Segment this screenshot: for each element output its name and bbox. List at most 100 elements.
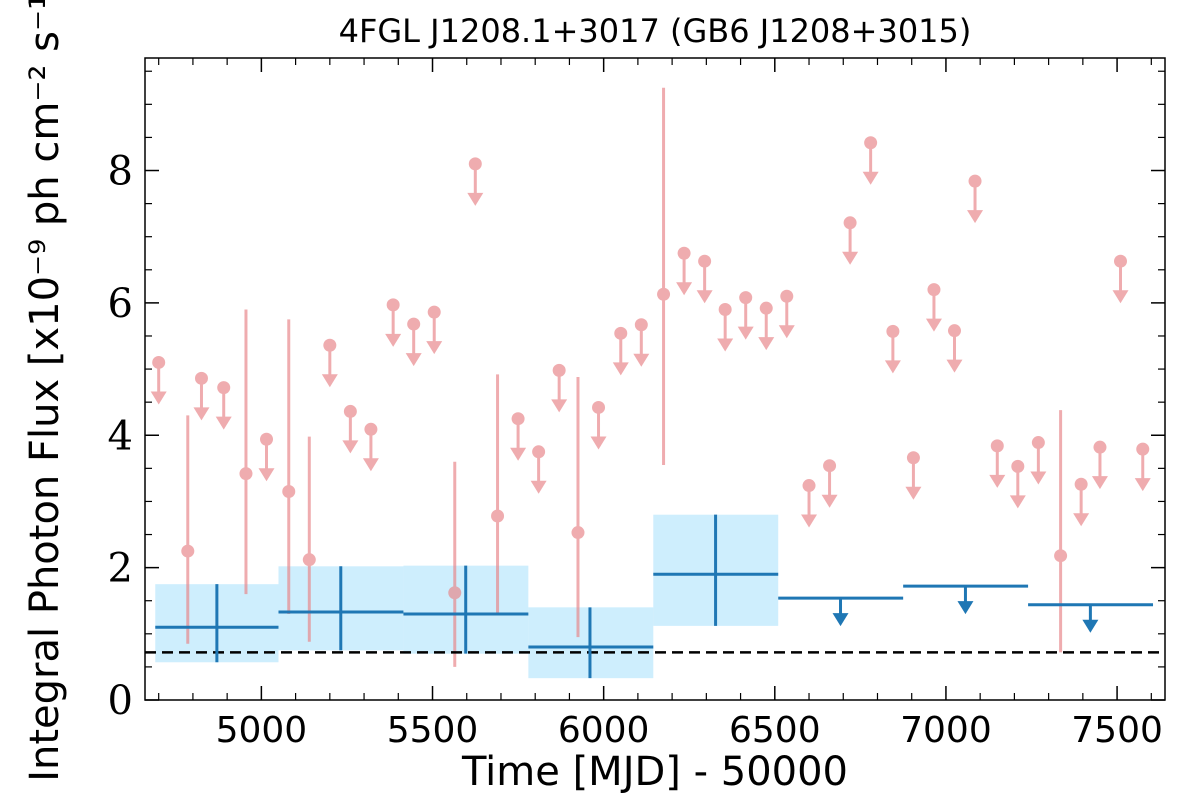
coarse-data-point xyxy=(653,514,779,626)
fine-upper-limit-head xyxy=(426,341,443,355)
coarse-upper-limit xyxy=(1028,603,1154,633)
fine-upper-limit xyxy=(215,381,232,430)
fine-marker xyxy=(491,509,505,523)
fine-upper-limit xyxy=(676,246,693,296)
fine-upper-limit-head xyxy=(758,337,775,351)
fine-upper-limit-head xyxy=(778,325,795,339)
coarse-bin-series xyxy=(155,514,1154,679)
x-tick-label: 7500 xyxy=(1071,710,1163,751)
fine-upper-limit-head xyxy=(321,374,338,388)
coarse-upper-limit-head xyxy=(1082,619,1099,633)
fine-upper-limit-head xyxy=(737,326,754,340)
axis-ticks: 5000 5500 6000 6500 7000 7500 0 2 4 6 8 xyxy=(108,58,1165,751)
fine-upper-limit xyxy=(612,326,629,376)
fine-data-point xyxy=(181,415,195,644)
fine-upper-limit xyxy=(321,338,338,388)
fine-upper-limit-head xyxy=(1073,513,1090,527)
fine-upper-limit-head xyxy=(342,440,359,454)
fine-upper-limit-head xyxy=(405,353,422,367)
fine-upper-limit-head xyxy=(467,192,484,206)
fine-upper-limit xyxy=(696,254,713,304)
y-axis-label: Integral Photon Flux [x10⁻⁹ ph cm⁻² s⁻¹] xyxy=(22,0,68,782)
fine-marker xyxy=(571,526,585,540)
x-axis-label: Time [MJD] - 50000 xyxy=(461,749,848,795)
fine-upper-limit-head xyxy=(551,399,568,413)
coarse-upper-limit-head xyxy=(957,601,974,615)
fine-upper-limit xyxy=(530,445,547,494)
fine-upper-limit xyxy=(1091,440,1108,490)
fine-upper-limit xyxy=(633,318,650,367)
coarse-data-point xyxy=(278,566,404,651)
fine-data-point xyxy=(448,461,462,667)
fine-data-point xyxy=(657,87,671,466)
fine-upper-limit xyxy=(737,291,754,340)
fine-upper-limit-head xyxy=(1091,476,1108,490)
fine-data-point xyxy=(239,309,253,595)
fine-data-point xyxy=(1054,410,1068,653)
coarse-data-point xyxy=(155,584,279,663)
fine-upper-limit-head xyxy=(385,333,402,347)
fine-upper-limit-head xyxy=(989,474,1006,488)
fine-upper-limit-head xyxy=(1134,478,1151,492)
fine-upper-limit-head xyxy=(842,251,859,265)
fine-upper-limit xyxy=(1112,254,1129,304)
fine-upper-limit-head xyxy=(258,468,275,482)
fine-upper-limit-head xyxy=(590,436,607,450)
fine-upper-limit xyxy=(967,174,984,224)
coarse-data-point xyxy=(403,565,529,654)
y-tick-label: 0 xyxy=(108,678,133,724)
fine-upper-limit-head xyxy=(1112,290,1129,304)
fine-upper-limit-head xyxy=(717,338,734,352)
y-tick-label: 2 xyxy=(108,546,133,592)
fine-upper-limit-head xyxy=(801,514,818,528)
fine-upper-limit xyxy=(778,289,795,339)
fine-upper-limit xyxy=(801,479,818,528)
fine-upper-limit-head xyxy=(1030,471,1047,485)
fine-upper-limit xyxy=(1134,442,1151,492)
coarse-upper-limit xyxy=(903,584,1029,615)
fine-data-point xyxy=(491,374,505,614)
fine-upper-limit xyxy=(884,324,901,374)
fine-marker xyxy=(282,485,296,499)
fine-data-point xyxy=(282,319,296,614)
fine-marker xyxy=(657,287,671,301)
fine-upper-limit xyxy=(510,412,527,461)
fine-upper-limit-head xyxy=(925,318,942,332)
coarse-upper-limit xyxy=(778,596,904,627)
fine-upper-limit xyxy=(1030,436,1047,485)
fine-upper-limit-head xyxy=(510,447,527,461)
fine-upper-limit-head xyxy=(612,362,629,376)
fine-upper-limit-head xyxy=(946,359,963,373)
fine-upper-limit-head xyxy=(215,416,232,430)
coarse-data-point xyxy=(528,607,654,679)
fine-marker xyxy=(302,553,316,567)
x-tick-label: 7000 xyxy=(900,710,992,751)
fine-upper-limit xyxy=(362,422,379,472)
fine-upper-limit xyxy=(258,432,275,482)
fine-upper-limit xyxy=(551,363,568,413)
fine-data-point xyxy=(302,436,316,642)
fine-marker xyxy=(448,586,462,600)
x-tick-label: 5500 xyxy=(387,710,479,751)
fine-upper-limit xyxy=(193,371,210,421)
fine-upper-limit xyxy=(925,283,942,332)
fine-upper-limit-head xyxy=(1009,495,1026,509)
fine-upper-limit xyxy=(842,216,859,265)
fine-upper-limit xyxy=(405,317,422,367)
plot-frame xyxy=(144,57,1166,701)
x-tick-label: 5000 xyxy=(216,710,308,751)
y-tick-label: 4 xyxy=(108,413,133,459)
fine-upper-limit-head xyxy=(633,353,650,367)
fine-upper-limit-head xyxy=(150,391,167,405)
fine-upper-limit xyxy=(1073,477,1090,527)
fine-upper-limit-head xyxy=(862,171,879,185)
fine-upper-limit xyxy=(467,157,484,206)
fine-upper-limit-head xyxy=(905,486,922,500)
fine-marker xyxy=(181,544,195,558)
fine-upper-limit-head xyxy=(193,407,210,421)
fine-upper-limit xyxy=(590,400,607,450)
y-tick-label: 8 xyxy=(108,149,133,195)
fine-upper-limit-head xyxy=(821,494,838,508)
fine-upper-limit-head xyxy=(884,360,901,374)
